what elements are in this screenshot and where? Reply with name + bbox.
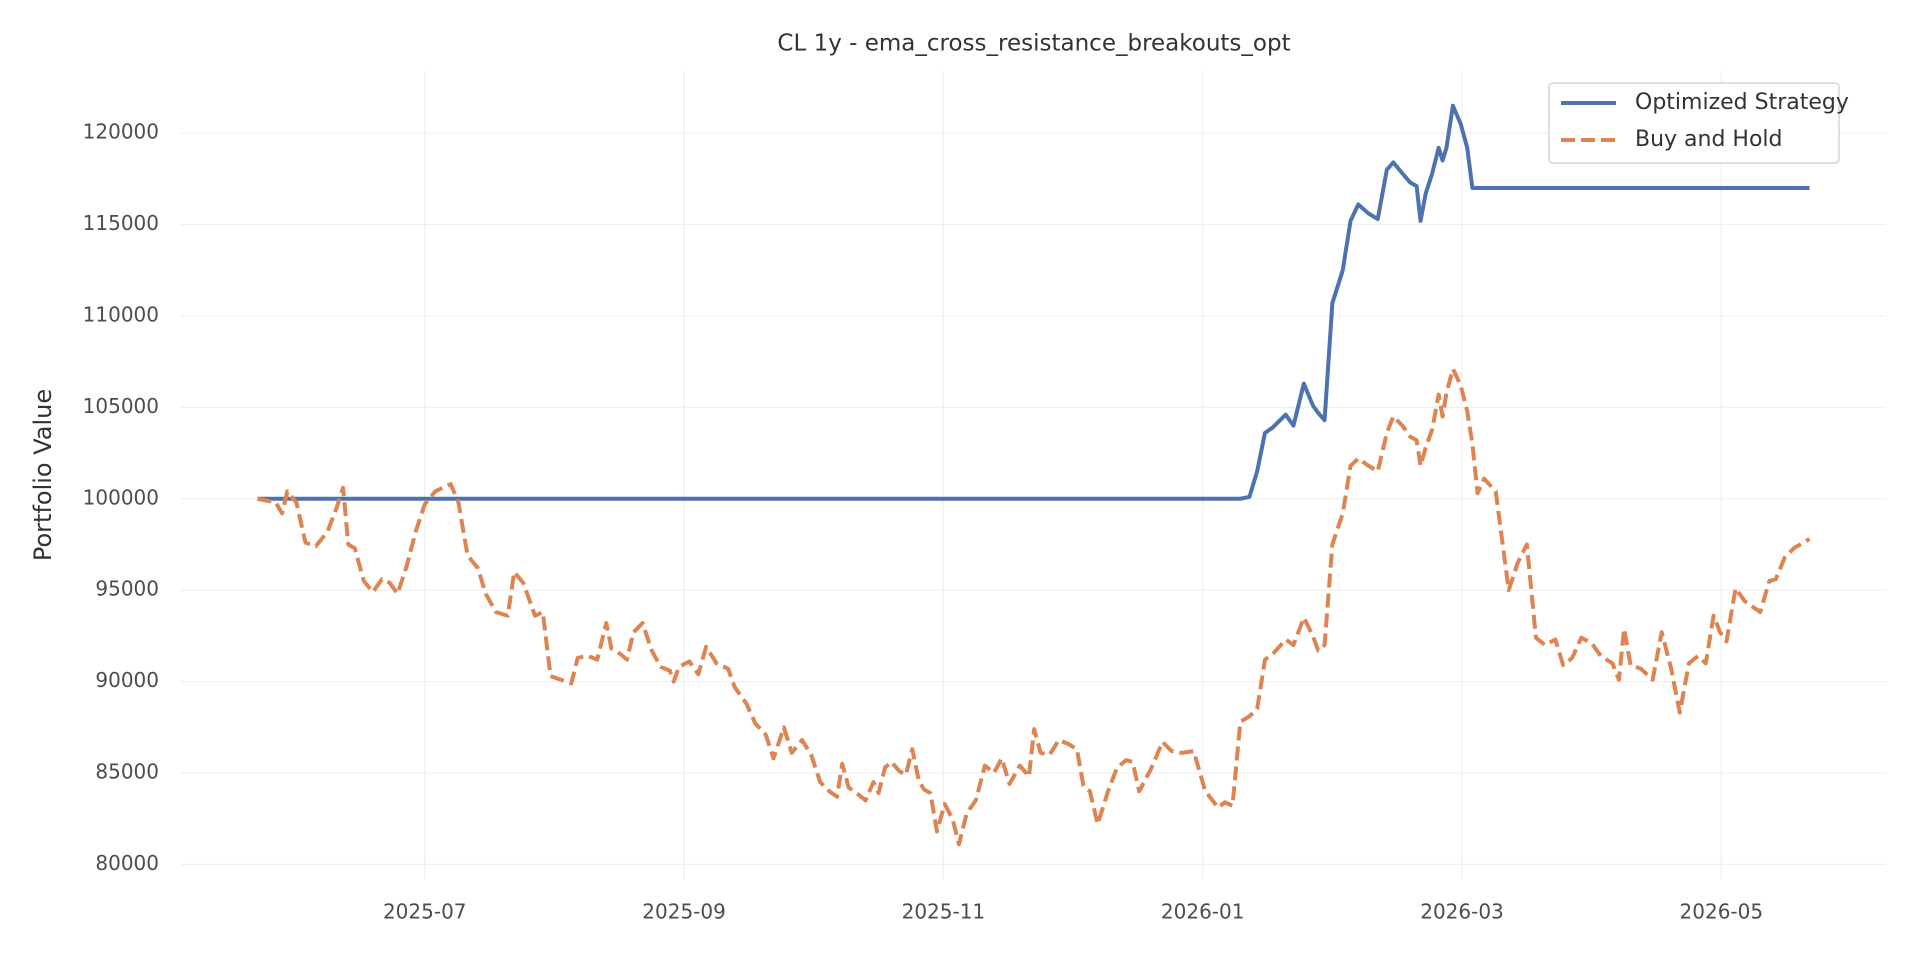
y-tick-label: 110000	[83, 302, 159, 326]
x-tick-label: 2026-05	[1680, 900, 1764, 924]
y-tick-label: 100000	[83, 485, 159, 509]
y-tick-label: 95000	[95, 577, 159, 601]
x-tick-label: 2025-07	[383, 900, 467, 924]
line-series	[257, 366, 1811, 847]
y-tick-label: 85000	[95, 759, 159, 783]
y-tick-label: 120000	[83, 120, 159, 144]
line-series	[257, 103, 1810, 501]
y-tick-label: 105000	[83, 394, 159, 418]
x-tick-label: 2025-09	[642, 900, 726, 924]
x-tick-label: 2026-01	[1161, 900, 1245, 924]
x-tick-label: 2025-11	[902, 900, 986, 924]
y-tick-label: 115000	[83, 211, 159, 235]
legend-label: Optimized Strategy	[1635, 90, 1849, 115]
y-tick-label: 80000	[95, 851, 159, 875]
legend-box	[1548, 82, 1840, 164]
x-tick-label: 2026-03	[1420, 900, 1504, 924]
y-axis-label: Portfolio Value	[29, 389, 57, 561]
legend: Optimized Strategy Buy and Hold	[1548, 82, 1849, 164]
chart-title: CL 1y - ema_cross_resistance_breakouts_o…	[777, 31, 1290, 57]
legend-label: Buy and Hold	[1635, 127, 1783, 152]
y-tick-label: 90000	[95, 668, 159, 692]
